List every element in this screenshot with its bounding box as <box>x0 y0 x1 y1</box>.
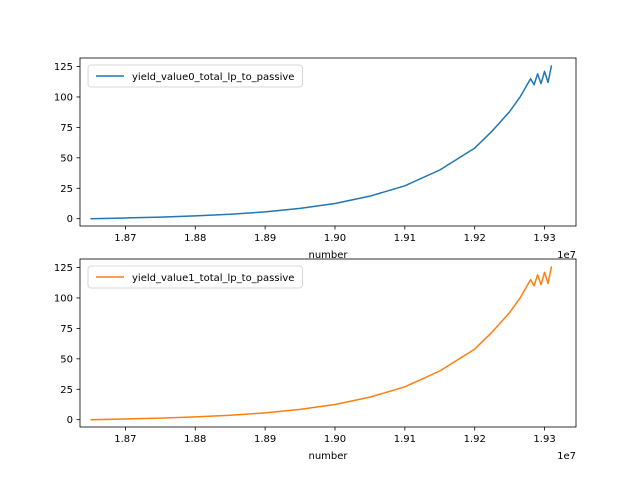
x-tick-label: 1.87 <box>114 434 136 445</box>
y-tick-label: 125 <box>54 263 73 274</box>
x-axis-label: number <box>308 451 348 462</box>
legend: yield_value1_total_lp_to_passive <box>87 265 303 289</box>
x-tick-label: 1.91 <box>394 434 416 445</box>
chart-panel-1: 1.87 1.88 1.89 1.90 1.91 1.92 1.93 0 25 50 75 100 12… <box>54 258 577 462</box>
legend-label: yield_value0_total_lp_to_passive <box>132 72 294 83</box>
axes-frame <box>79 57 577 227</box>
x-tick-label: 1.92 <box>464 434 486 445</box>
x-tick-label: 1.89 <box>254 233 276 244</box>
x-tick-label: 1.93 <box>533 233 555 244</box>
chart-panel-0: 1.87 1.88 1.89 1.90 1.91 1.92 1.93 0 25 50 75 100 12… <box>54 57 577 261</box>
x-tick-label: 1.93 <box>533 434 555 445</box>
legend-box <box>87 64 303 88</box>
x-tick-label: 1.88 <box>184 233 206 244</box>
series-line-0 <box>90 266 553 421</box>
y-tick-label: 125 <box>54 62 73 73</box>
legend: yield_value0_total_lp_to_passive <box>87 64 303 88</box>
legend-box <box>87 265 303 289</box>
x-axis-label: number <box>308 250 348 261</box>
y-tick-label: 75 <box>60 324 73 335</box>
legend-label: yield_value1_total_lp_to_passive <box>132 273 294 284</box>
y-tick-label: 50 <box>60 153 73 164</box>
x-tick-label: 1.91 <box>394 233 416 244</box>
y-tick-label: 25 <box>60 385 73 396</box>
x-tick-label: 1.90 <box>324 434 346 445</box>
x-tick-label: 1.92 <box>464 233 486 244</box>
y-tick-label: 100 <box>54 293 73 304</box>
x-tick-label: 1.87 <box>114 233 136 244</box>
x-tick-label: 1.89 <box>254 434 276 445</box>
y-tick-label: 0 <box>67 415 73 426</box>
series-line-0 <box>90 65 553 220</box>
x-offset-label: 1e7 <box>557 250 576 261</box>
y-tick-label: 75 <box>60 123 73 134</box>
x-offset-label: 1e7 <box>557 451 576 462</box>
axes-frame <box>79 258 577 428</box>
x-tick-label: 1.88 <box>184 434 206 445</box>
y-tick-label: 25 <box>60 184 73 195</box>
y-tick-label: 0 <box>67 214 73 225</box>
x-tick-label: 1.90 <box>324 233 346 244</box>
y-tick-label: 50 <box>60 354 73 365</box>
y-tick-label: 100 <box>54 92 73 103</box>
